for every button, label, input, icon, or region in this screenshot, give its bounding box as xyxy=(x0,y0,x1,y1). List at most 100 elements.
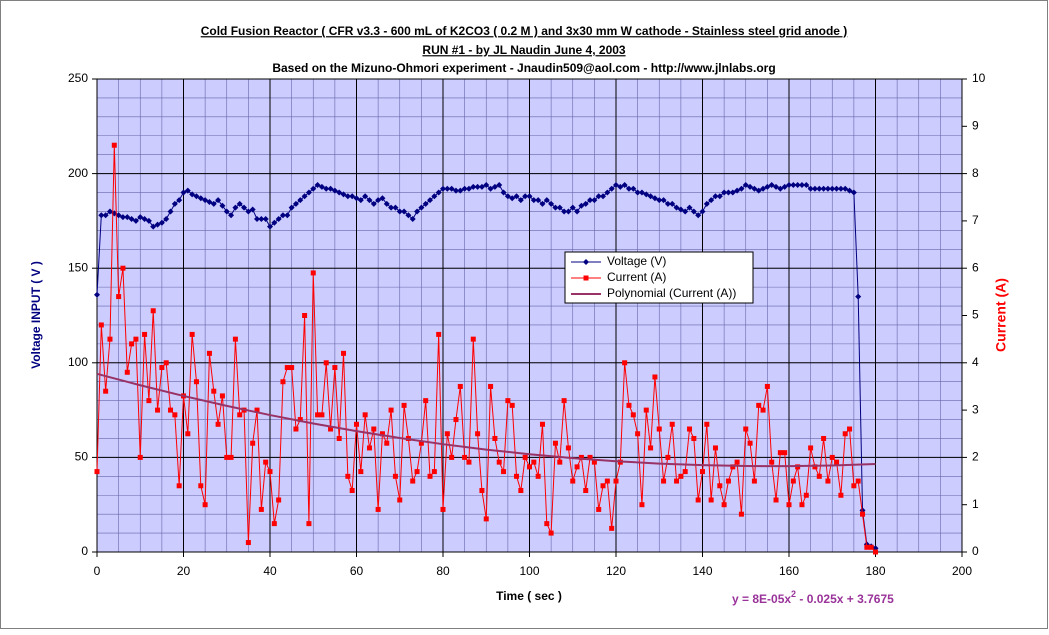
data-point xyxy=(669,421,675,427)
data-point xyxy=(548,530,554,536)
data-point xyxy=(465,185,472,192)
data-point xyxy=(158,219,165,226)
data-point xyxy=(587,454,593,460)
data-point xyxy=(591,459,597,465)
data-point xyxy=(202,197,209,204)
data-point xyxy=(237,412,243,418)
data-point xyxy=(873,549,878,555)
data-point xyxy=(743,426,749,432)
data-point xyxy=(509,402,515,408)
data-point xyxy=(630,185,637,192)
data-point xyxy=(236,200,243,207)
data-point xyxy=(297,197,304,204)
data-point xyxy=(734,187,741,194)
data-point xyxy=(539,421,545,427)
data-point xyxy=(704,421,710,427)
data-point xyxy=(790,181,797,188)
data-point xyxy=(639,502,645,508)
data-point xyxy=(517,197,524,204)
data-point xyxy=(470,183,477,190)
data-point xyxy=(94,469,100,475)
data-point xyxy=(691,435,697,441)
data-point xyxy=(483,181,490,188)
data-point xyxy=(184,187,191,194)
data-point xyxy=(263,459,269,465)
data-point xyxy=(228,212,235,219)
data-point xyxy=(102,212,109,219)
y2-tick-label: 4 xyxy=(972,355,979,369)
data-point xyxy=(790,478,796,484)
data-point xyxy=(211,388,217,394)
data-point xyxy=(613,478,619,484)
data-point xyxy=(725,478,731,484)
data-point xyxy=(172,412,178,418)
x-tick-label: 160 xyxy=(779,564,799,578)
data-point xyxy=(829,454,835,460)
data-point xyxy=(751,478,757,484)
y-tick-label: 250 xyxy=(68,71,88,85)
data-point xyxy=(414,469,420,475)
data-point xyxy=(570,478,576,484)
data-point xyxy=(267,469,273,475)
data-point xyxy=(448,185,455,192)
data-point xyxy=(159,365,165,371)
data-point xyxy=(331,187,338,194)
data-point xyxy=(150,223,157,230)
data-point xyxy=(582,200,589,207)
data-point xyxy=(358,469,364,475)
data-point xyxy=(288,204,295,211)
data-point xyxy=(353,195,360,202)
data-point xyxy=(435,189,442,196)
data-point xyxy=(526,193,533,200)
data-point xyxy=(635,431,641,437)
data-point xyxy=(687,426,693,432)
data-point xyxy=(488,383,494,389)
data-point xyxy=(103,388,109,394)
title-line: Based on the Mizuno-Ohmori experiment - … xyxy=(272,61,775,75)
data-point xyxy=(717,483,723,489)
x-tick-label: 140 xyxy=(692,564,712,578)
data-point xyxy=(812,464,818,470)
data-point xyxy=(860,511,866,517)
data-point xyxy=(150,308,156,314)
data-point xyxy=(552,440,558,446)
data-point xyxy=(379,431,385,437)
data-point xyxy=(258,506,264,512)
data-point xyxy=(409,216,416,223)
data-point xyxy=(431,193,438,200)
data-point xyxy=(591,197,598,204)
data-point xyxy=(366,445,372,451)
data-point xyxy=(383,200,390,207)
data-point xyxy=(115,212,122,219)
data-point xyxy=(820,185,827,192)
data-point xyxy=(146,398,152,404)
data-point xyxy=(794,181,801,188)
legend-label: Voltage (V) xyxy=(607,254,666,268)
data-point xyxy=(275,216,282,223)
data-point xyxy=(712,193,719,200)
data-point xyxy=(452,187,459,194)
data-point xyxy=(267,223,273,230)
data-point xyxy=(124,369,130,375)
data-point xyxy=(133,336,139,342)
data-point xyxy=(176,483,182,489)
data-point xyxy=(625,185,632,192)
data-point xyxy=(375,197,382,204)
data-point xyxy=(124,214,131,221)
data-point xyxy=(686,204,693,211)
data-point xyxy=(569,204,576,211)
data-point xyxy=(129,341,135,347)
data-point xyxy=(193,379,199,385)
data-point xyxy=(284,365,290,371)
data-point xyxy=(106,208,113,215)
data-point xyxy=(354,421,359,427)
data-point xyxy=(284,212,291,219)
data-point xyxy=(453,417,459,423)
data-point xyxy=(206,350,212,356)
data-point xyxy=(677,206,684,213)
data-point xyxy=(751,185,758,192)
y2-axis-label: Current (A) xyxy=(993,278,1009,352)
data-point xyxy=(423,398,429,404)
data-point xyxy=(315,412,321,418)
data-point xyxy=(504,193,511,200)
